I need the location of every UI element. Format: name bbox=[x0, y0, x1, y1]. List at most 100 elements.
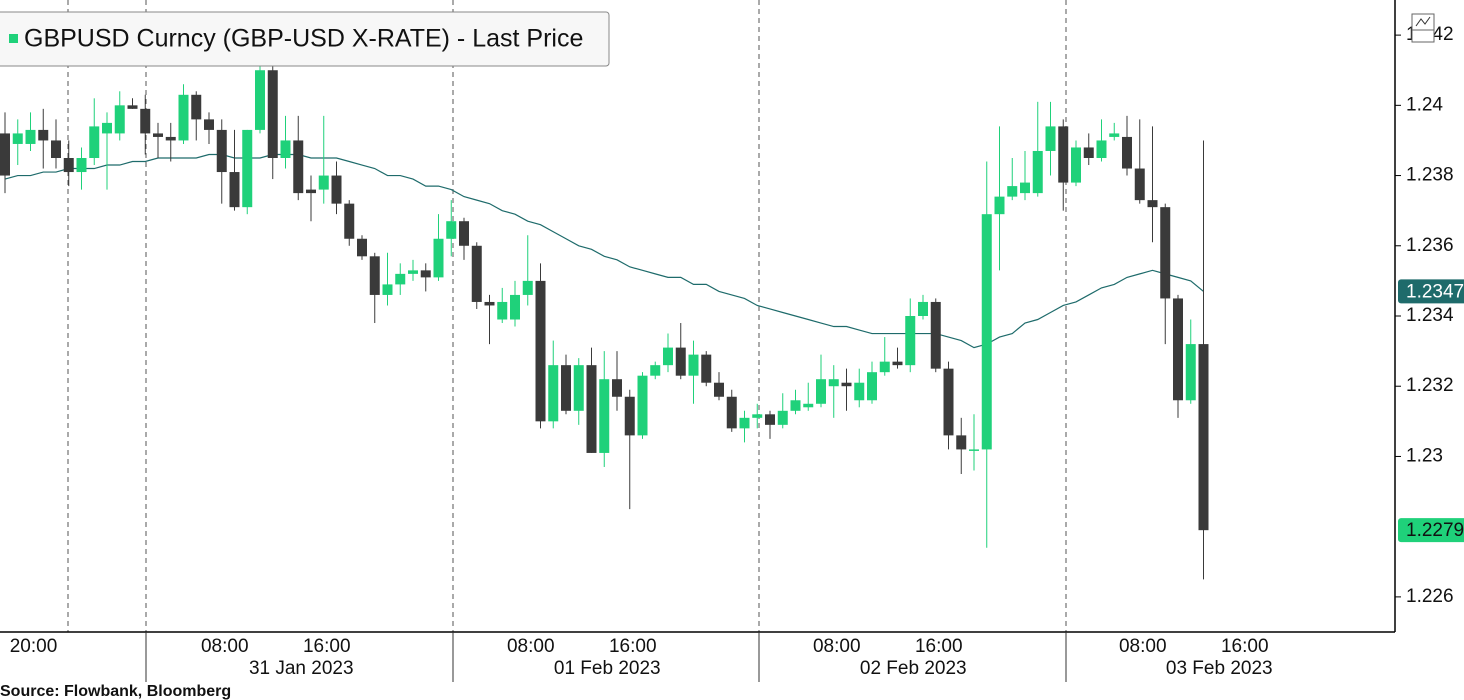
candle-body bbox=[1020, 182, 1030, 194]
candle-body bbox=[790, 400, 801, 411]
x-tick-label: 16:00 bbox=[609, 636, 657, 657]
x-tick-label: 16:00 bbox=[303, 636, 351, 657]
candle-body bbox=[918, 301, 928, 316]
candle-body bbox=[153, 133, 163, 137]
candle-body bbox=[459, 221, 469, 246]
x-tick-label: 08:00 bbox=[507, 636, 555, 657]
candle-body bbox=[178, 94, 189, 141]
legend-label: GBPUSD Curncy (GBP-USD X-RATE) - Last Pr… bbox=[24, 25, 583, 53]
candle-body bbox=[828, 379, 839, 387]
candle-body bbox=[535, 280, 546, 422]
y-tick-label: 1.23 bbox=[1406, 445, 1443, 466]
candle-body bbox=[1109, 133, 1120, 137]
y-tick-label: 1.232 bbox=[1406, 375, 1454, 396]
candle-body bbox=[943, 368, 954, 436]
candle-body bbox=[510, 294, 520, 320]
candle-body bbox=[344, 203, 355, 239]
candle-body bbox=[663, 347, 673, 366]
ma-price-tag: 1.2347 bbox=[1406, 281, 1464, 302]
moving-average-line bbox=[4, 153, 1204, 349]
x-tick-label: 20:00 bbox=[10, 636, 58, 657]
candle-body bbox=[191, 94, 202, 120]
chart-icon bbox=[1411, 13, 1435, 43]
candle-body bbox=[892, 361, 903, 366]
y-tick-label: 1.226 bbox=[1406, 586, 1454, 607]
x-tick-label: 08:00 bbox=[201, 636, 249, 657]
candle-body bbox=[586, 365, 597, 453]
candle-body bbox=[471, 245, 482, 302]
candle-body bbox=[484, 301, 495, 306]
candle-body bbox=[522, 280, 533, 295]
candle-body bbox=[599, 379, 610, 453]
candle-body bbox=[38, 129, 49, 141]
candle-body bbox=[561, 365, 571, 411]
x-date-label: 03 Feb 2023 bbox=[1166, 658, 1273, 679]
candle-body bbox=[280, 140, 291, 158]
candle-body bbox=[357, 238, 367, 257]
candle-body bbox=[1058, 126, 1069, 183]
candle-body bbox=[701, 354, 712, 383]
candle-body bbox=[497, 301, 508, 320]
source-note: Source: Flowbank, Bloomberg bbox=[0, 683, 231, 700]
candle-body bbox=[420, 270, 431, 278]
candle-body bbox=[306, 189, 316, 194]
candle-body bbox=[1185, 344, 1196, 401]
x-tick-label: 08:00 bbox=[813, 636, 861, 657]
candle-body bbox=[675, 347, 686, 376]
x-date-label: 31 Jan 2023 bbox=[249, 658, 354, 679]
candle-body bbox=[1198, 344, 1209, 531]
candle-body bbox=[229, 172, 240, 208]
last-price-tag-box bbox=[1398, 518, 1464, 543]
y-tick-label: 1.236 bbox=[1406, 235, 1454, 256]
candle-body bbox=[650, 365, 661, 376]
candle-body bbox=[51, 140, 61, 158]
candle-body bbox=[739, 417, 750, 429]
last-price-tag: 1.2279 bbox=[1406, 520, 1464, 541]
candle-body bbox=[752, 414, 763, 418]
candle-body bbox=[969, 449, 979, 451]
y-tick-label: 1.238 bbox=[1406, 165, 1454, 186]
ma-price-tag-box bbox=[1398, 279, 1464, 304]
candle-body bbox=[981, 214, 992, 450]
candle-body bbox=[1007, 186, 1018, 197]
x-tick-label: 08:00 bbox=[1119, 636, 1167, 657]
candle-body bbox=[242, 129, 253, 208]
candle-body bbox=[930, 301, 941, 369]
candle-body bbox=[127, 105, 138, 109]
candle-body bbox=[879, 361, 890, 373]
candle-body bbox=[433, 238, 444, 278]
legend-swatch bbox=[9, 34, 18, 43]
x-tick-label: 16:00 bbox=[1221, 636, 1269, 657]
candle-body bbox=[777, 410, 788, 425]
candle-body bbox=[0, 133, 10, 176]
candle-body bbox=[446, 221, 457, 239]
candle-body bbox=[255, 70, 265, 130]
candle-body bbox=[803, 403, 814, 408]
y-tick-label: 1.24 bbox=[1406, 94, 1443, 115]
candle-body bbox=[63, 158, 74, 173]
x-date-label: 01 Feb 2023 bbox=[554, 658, 661, 679]
candle-body bbox=[408, 270, 418, 274]
candle-body bbox=[637, 375, 648, 436]
candle-body bbox=[765, 414, 775, 425]
candle-body bbox=[816, 379, 826, 404]
candle-body bbox=[1083, 147, 1094, 158]
candle-body bbox=[1134, 168, 1145, 201]
legend-box bbox=[0, 11, 610, 67]
candle-body bbox=[76, 158, 87, 173]
candle-body bbox=[204, 119, 214, 130]
x-date-label: 02 Feb 2023 bbox=[860, 658, 967, 679]
candle-body bbox=[1160, 207, 1171, 299]
candle-body bbox=[102, 122, 112, 134]
candle-body bbox=[114, 105, 125, 134]
candle-body bbox=[624, 396, 635, 436]
candle-body bbox=[1122, 136, 1132, 169]
candle-body bbox=[318, 175, 329, 190]
candle-body bbox=[216, 129, 227, 173]
candle-body bbox=[714, 382, 724, 397]
chart-icon-frame bbox=[1411, 29, 1435, 43]
candle-body bbox=[1096, 140, 1107, 158]
